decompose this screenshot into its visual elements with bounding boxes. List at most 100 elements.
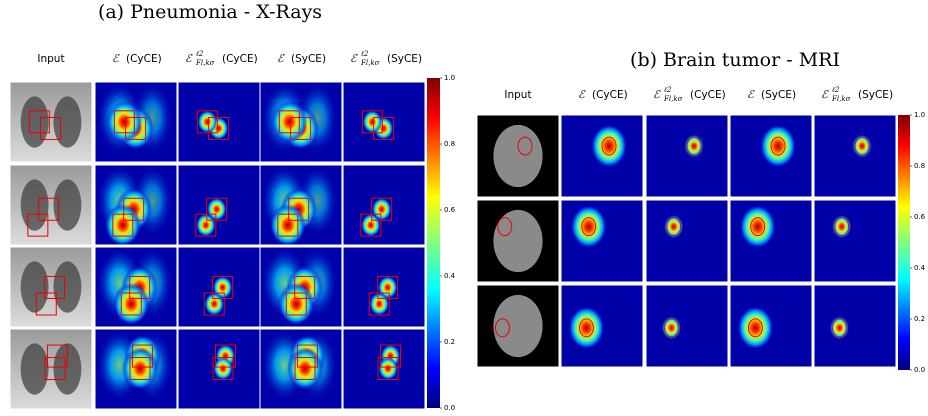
heat-spot [196, 214, 216, 237]
colorbar-tick-label: 0.0 [444, 404, 455, 412]
image-cell [95, 82, 177, 162]
image-cell [178, 329, 260, 409]
colorbar-tick-label: 0.4 [444, 272, 456, 280]
heat-spot [106, 101, 142, 143]
heat-spot [197, 110, 217, 133]
image-cell [178, 165, 260, 245]
heat-spot [740, 205, 776, 248]
image-cell [343, 329, 425, 409]
image-cell [343, 165, 425, 245]
column-header: (CyCE) [126, 53, 162, 65]
colorbar-tick-label: 0.6 [444, 206, 456, 214]
panel-title: (a) Pneumonia - X-Rays [98, 1, 322, 23]
header-symbol: ℰ [653, 88, 661, 101]
image-cell [260, 165, 342, 246]
header-symbol: ℰ [821, 88, 829, 101]
panel-title: (b) Brain tumor - MRI [630, 49, 840, 71]
column-header: (CyCE) [222, 53, 258, 65]
header-symbol: ℰ [112, 52, 120, 65]
image-cell [646, 285, 728, 367]
heatmap [646, 115, 728, 197]
header-sup: ℓ2 [663, 86, 672, 94]
header-sup: ℓ2 [360, 50, 369, 58]
heat-spot [571, 205, 607, 248]
heat-spot [213, 357, 233, 380]
heat-spot [568, 306, 604, 349]
image-cell [10, 82, 92, 162]
image-cell [646, 200, 728, 282]
colorbar-tick-label: 0.6 [914, 213, 926, 221]
colorbar-tick-label: 0.4 [914, 264, 926, 272]
heat-spot [369, 292, 389, 315]
colorbar-tick-label: 0.0 [914, 366, 925, 374]
header-sub: Fl,kσ [195, 59, 215, 67]
image-cell [343, 247, 425, 327]
heat-spot [737, 306, 773, 349]
column-header: (SyCE) [761, 89, 796, 101]
heat-spot [113, 283, 149, 325]
heat-spot [361, 214, 381, 237]
colorbar [427, 78, 440, 408]
image-cell [178, 247, 260, 327]
brain [493, 295, 542, 357]
image-cell [561, 115, 643, 197]
brain [493, 125, 542, 187]
header-symbol: ℰ [747, 88, 755, 101]
image-cell [477, 200, 559, 282]
header-sub: Fl,kσ [360, 59, 380, 67]
heat-spot [271, 101, 307, 143]
image-cell [95, 329, 177, 409]
image-cell [646, 115, 728, 197]
image-cell [730, 200, 812, 282]
heatmap [814, 285, 896, 367]
image-cell [10, 247, 92, 327]
colorbar [898, 115, 910, 370]
image-cell [10, 329, 92, 409]
image-cell [477, 115, 559, 197]
column-header: (CyCE) [690, 89, 726, 101]
image-cell [814, 285, 896, 367]
heat-spot [591, 124, 627, 167]
header-sub: Fl,kσ [831, 95, 851, 103]
header-symbol: ℰ [185, 52, 193, 65]
column-header: Input [37, 53, 64, 65]
header-sup: ℓ2 [195, 50, 204, 58]
header-symbol: ℰ [350, 52, 358, 65]
image-cell [730, 115, 812, 197]
colorbar-tick-label: 0.8 [914, 162, 925, 170]
header-sub: Fl,kσ [663, 95, 683, 103]
image-cell [814, 115, 896, 197]
image-cell [10, 165, 92, 245]
image-cell [814, 200, 896, 282]
heatmap [646, 285, 728, 367]
column-header: (SyCE) [858, 89, 893, 101]
image-cell [260, 82, 342, 162]
colorbar-tick-label: 1.0 [914, 111, 925, 119]
heat-spot [378, 357, 398, 380]
column-header: (SyCE) [387, 53, 422, 65]
lung [53, 261, 81, 312]
heatmap [646, 200, 728, 282]
colorbar-tick-label: 0.2 [914, 315, 925, 323]
heatmap [814, 115, 896, 197]
colorbar-tick-label: 1.0 [444, 74, 455, 82]
image-cell [260, 329, 342, 409]
header-symbol: ℰ [277, 52, 285, 65]
figure: (a) Pneumonia - X-RaysInputℰ(CyCE)ℰℓ2Fl,… [0, 0, 928, 416]
heat-spot [760, 124, 796, 167]
heatmap [814, 200, 896, 282]
column-header: (SyCE) [291, 53, 326, 65]
colorbar-tick-label: 0.2 [444, 338, 455, 346]
column-header: (CyCE) [592, 89, 628, 101]
image-cell [343, 82, 425, 162]
image-cell [95, 247, 177, 327]
heat-spot [105, 204, 141, 246]
image-cell [95, 165, 177, 246]
lung [21, 343, 49, 394]
image-cell [477, 285, 559, 367]
image-cell [730, 285, 812, 367]
heat-spot [204, 292, 224, 315]
heat-spot [270, 204, 306, 246]
header-sup: ℓ2 [831, 86, 840, 94]
image-cell [260, 247, 342, 327]
